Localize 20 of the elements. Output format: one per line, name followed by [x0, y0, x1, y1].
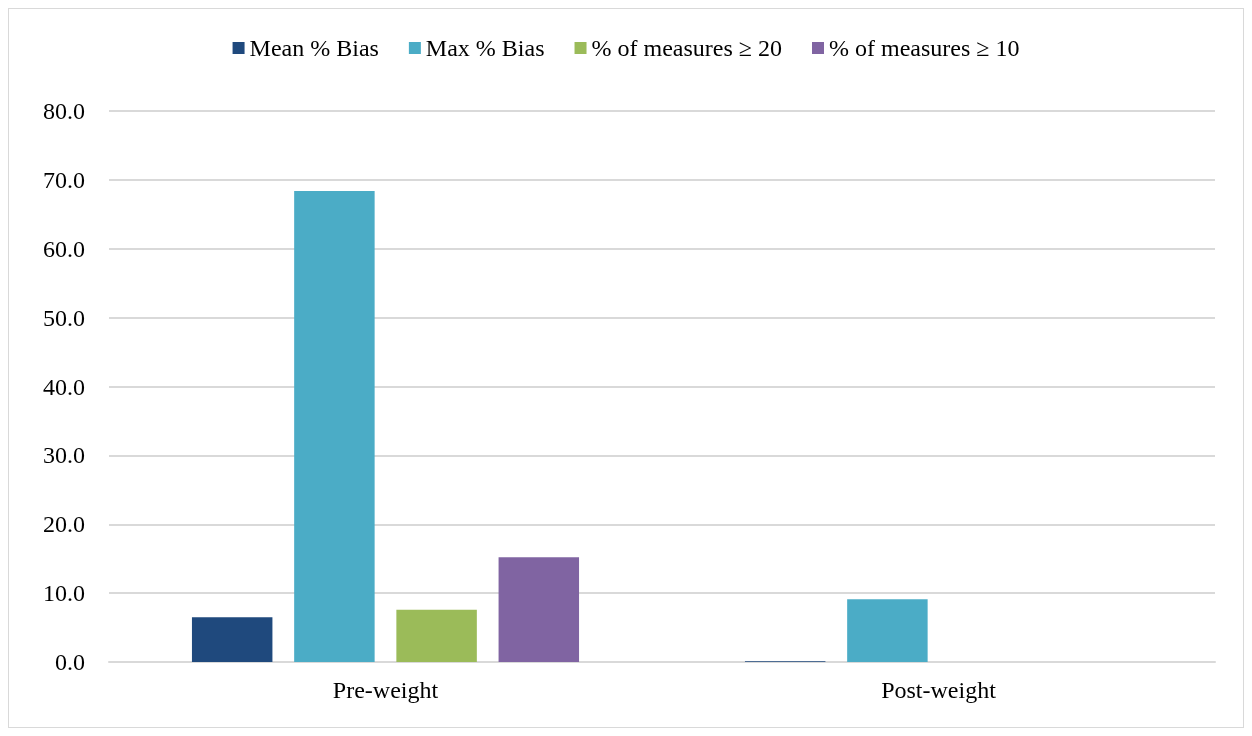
y-tick-label: 20.0 — [43, 511, 85, 538]
bar — [396, 609, 477, 662]
y-tick-label: 80.0 — [43, 98, 85, 124]
legend-label: % of measures ≥ 20 — [591, 35, 782, 61]
legend-label: Mean % Bias — [249, 35, 379, 61]
y-tick-label: 50.0 — [43, 304, 85, 331]
legend-label: Max % Bias — [425, 35, 545, 61]
legend-label: % of measures ≥ 10 — [828, 35, 1020, 61]
bar — [847, 599, 928, 662]
bar — [294, 190, 375, 662]
y-tick-label: 30.0 — [43, 442, 85, 469]
y-tick-label: 10.0 — [43, 580, 85, 607]
y-tick-label: 60.0 — [43, 235, 85, 262]
bar — [191, 617, 273, 662]
x-tick-label: Post-weight — [881, 677, 997, 703]
bar — [498, 557, 580, 662]
y-tick-label: 70.0 — [43, 166, 85, 193]
y-tick-label: 40.0 — [43, 373, 85, 400]
x-tick-label: Pre-weight — [332, 677, 439, 703]
y-tick-label: 0.0 — [55, 649, 85, 675]
